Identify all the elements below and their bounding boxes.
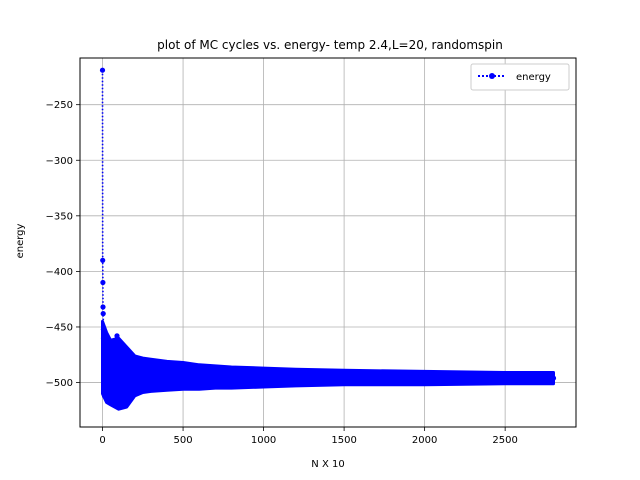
x-tick-label: 1500: [331, 435, 356, 446]
energy-data-point: [108, 388, 114, 394]
x-tick-label: 2000: [412, 435, 437, 446]
energy-data-point: [116, 379, 122, 386]
energy-data-point: [101, 393, 108, 399]
energy-data-point: [518, 375, 524, 381]
energy-data-point: [104, 363, 110, 369]
energy-data-point: [119, 366, 125, 372]
chart-title: plot of MC cycles vs. energy- temp 2.4,L…: [157, 38, 503, 52]
x-axis-ticks: 0 500 1000 1500 2000 2500: [99, 427, 518, 446]
energy-data-point: [111, 372, 117, 378]
energy-data-point: [422, 376, 428, 382]
legend: energy: [470, 63, 570, 91]
x-axis-label: N X 10: [311, 459, 344, 470]
energy-data-point: [103, 368, 109, 374]
energy-data-point: [140, 374, 146, 380]
y-tick-label: −400: [46, 267, 73, 278]
energy-data-point: [102, 341, 108, 347]
energy-data-point: [102, 385, 108, 391]
y-tick-label: −500: [46, 378, 73, 389]
energy-data-point: [550, 375, 557, 381]
energy-data-point: [100, 335, 107, 341]
data-marks: [99, 67, 557, 408]
y-axis-ticks: −500 −450 −400 −350 −300 −250: [46, 100, 80, 389]
energy-data-point: [102, 355, 108, 361]
energy-data-point: [100, 304, 106, 310]
energy-data-point: [112, 402, 118, 408]
y-tick-label: −250: [46, 100, 73, 111]
x-tick-label: 0: [99, 435, 105, 446]
energy-data-point: [486, 376, 492, 382]
energy-data-point: [128, 355, 135, 361]
x-tick-label: 500: [174, 435, 193, 446]
energy-fluctuation-band: [101, 319, 555, 411]
legend-box: [470, 63, 570, 91]
energy-data-point: [114, 333, 120, 339]
axes-frame: [79, 57, 577, 428]
y-axis-label: energy: [15, 223, 26, 258]
energy-data-point: [109, 346, 115, 352]
legend-marker-sample: [489, 73, 495, 79]
y-tick-label: −450: [46, 322, 73, 333]
data-band: [101, 319, 555, 411]
energy-data-point: [180, 376, 186, 382]
x-tick-label: 1000: [251, 435, 276, 446]
energy-data-point: [132, 377, 138, 383]
energy-data-point: [148, 368, 154, 374]
plot-area: 0 500 1000 1500 2000 2500 −500 −450 −400 −350 −30…: [46, 57, 577, 446]
energy-data-point: [389, 375, 395, 381]
energy-data-point: [325, 376, 331, 382]
energy-data-point: [244, 376, 251, 382]
energy-data-point: [261, 374, 267, 380]
y-tick-label: −300: [46, 156, 73, 167]
energy-data-point: [100, 257, 106, 263]
energy-data-point: [212, 372, 218, 378]
energy-data-point: [101, 346, 107, 352]
energy-data-point: [164, 373, 170, 379]
energy-data-point: [454, 374, 460, 380]
legend-entry-energy: energy: [516, 72, 551, 83]
energy-data-point: [106, 374, 112, 380]
energy-data-point: [125, 396, 131, 402]
energy-data-point: [100, 311, 106, 317]
energy-data-point: [99, 67, 106, 73]
grid-lines: [80, 58, 576, 427]
energy-data-point: [196, 374, 202, 380]
x-tick-label: 2500: [492, 435, 517, 446]
y-tick-label: −350: [46, 211, 73, 222]
energy-data-point: [100, 326, 106, 332]
energy-data-point: [104, 379, 110, 386]
energy-data-point: [293, 375, 299, 381]
energy-data-point: [100, 279, 106, 286]
energy-data-point: [122, 385, 128, 391]
energy-data-point: [228, 375, 234, 381]
energy-data-point: [357, 374, 363, 380]
